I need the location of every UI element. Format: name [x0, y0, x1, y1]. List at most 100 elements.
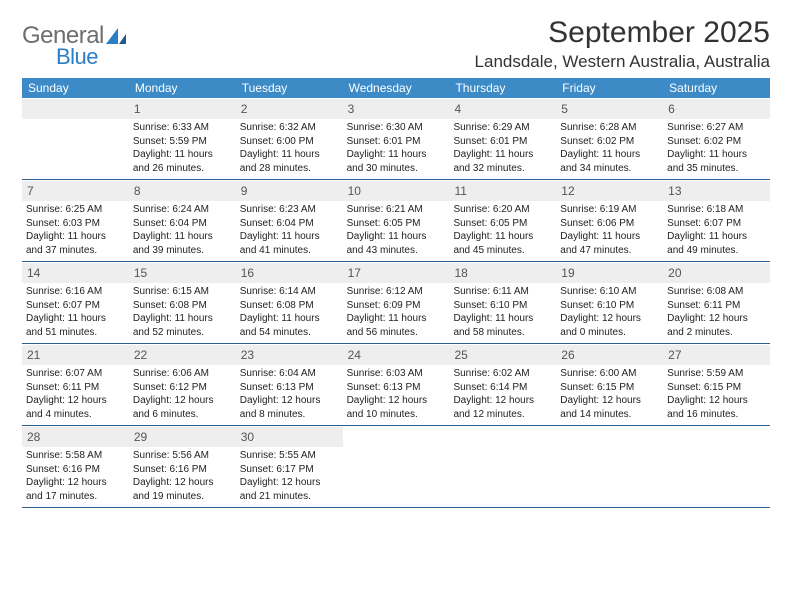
daylight-text: Daylight: 12 hours and 10 minutes.	[347, 394, 446, 421]
day-number: 10	[348, 184, 361, 198]
sunset-text: Sunset: 6:07 PM	[26, 299, 125, 313]
day-cell: 10Sunrise: 6:21 AMSunset: 6:05 PMDayligh…	[343, 180, 450, 261]
day-info: Sunrise: 6:12 AMSunset: 6:09 PMDaylight:…	[347, 285, 446, 339]
day-info: Sunrise: 6:00 AMSunset: 6:15 PMDaylight:…	[560, 367, 659, 421]
weekday-header: Tuesday	[236, 78, 343, 98]
daylight-text: Daylight: 12 hours and 21 minutes.	[240, 476, 339, 503]
day-number-row: 2	[236, 99, 343, 119]
day-number-row: 30	[236, 427, 343, 447]
day-info: Sunrise: 6:30 AMSunset: 6:01 PMDaylight:…	[347, 121, 446, 175]
sunrise-text: Sunrise: 5:55 AM	[240, 449, 339, 463]
day-info: Sunrise: 6:27 AMSunset: 6:02 PMDaylight:…	[667, 121, 766, 175]
day-info: Sunrise: 6:15 AMSunset: 6:08 PMDaylight:…	[133, 285, 232, 339]
location: Landsdale, Western Australia, Australia	[475, 52, 770, 72]
day-number: 27	[668, 348, 681, 362]
sunset-text: Sunset: 5:59 PM	[133, 135, 232, 149]
sunset-text: Sunset: 6:07 PM	[667, 217, 766, 231]
day-number: 17	[348, 266, 361, 280]
day-number: 3	[348, 102, 355, 116]
sunset-text: Sunset: 6:00 PM	[240, 135, 339, 149]
sunrise-text: Sunrise: 6:21 AM	[347, 203, 446, 217]
day-number: 25	[454, 348, 467, 362]
day-number: 19	[561, 266, 574, 280]
sunrise-text: Sunrise: 6:02 AM	[453, 367, 552, 381]
day-cell: 9Sunrise: 6:23 AMSunset: 6:04 PMDaylight…	[236, 180, 343, 261]
weekday-header: Sunday	[22, 78, 129, 98]
day-info: Sunrise: 6:14 AMSunset: 6:08 PMDaylight:…	[240, 285, 339, 339]
day-cell: 11Sunrise: 6:20 AMSunset: 6:05 PMDayligh…	[449, 180, 556, 261]
sunrise-text: Sunrise: 6:15 AM	[133, 285, 232, 299]
daylight-text: Daylight: 11 hours and 30 minutes.	[347, 148, 446, 175]
day-number: 8	[134, 184, 141, 198]
day-cell: 15 Sunrise: 6:15 AMSunset: 6:08 PMDayligh…	[129, 262, 236, 343]
sunset-text: Sunset: 6:11 PM	[667, 299, 766, 313]
day-info: Sunrise: 6:18 AMSunset: 6:07 PMDaylight:…	[667, 203, 766, 257]
day-cell	[556, 426, 663, 507]
weekday-header: Monday	[129, 78, 236, 98]
day-number-row: 3	[343, 99, 450, 119]
day-number-row: 25	[449, 345, 556, 365]
day-info: Sunrise: 6:19 AMSunset: 6:06 PMDaylight:…	[560, 203, 659, 257]
weekday-header: Friday	[556, 78, 663, 98]
day-cell: 22Sunrise: 6:06 AMSunset: 6:12 PMDayligh…	[129, 344, 236, 425]
logo: General Blue	[22, 16, 126, 70]
day-number-row: 20	[663, 263, 770, 283]
day-number: 1	[134, 102, 141, 116]
page-header: General Blue September 2025 Landsdale, W…	[22, 16, 770, 72]
daylight-text: Daylight: 12 hours and 4 minutes.	[26, 394, 125, 421]
daylight-text: Daylight: 11 hours and 28 minutes.	[240, 148, 339, 175]
day-cell	[663, 426, 770, 507]
sunrise-text: Sunrise: 6:08 AM	[667, 285, 766, 299]
daylight-text: Daylight: 12 hours and 0 minutes.	[560, 312, 659, 339]
day-cell: 29Sunrise: 5:56 AMSunset: 6:16 PMDayligh…	[129, 426, 236, 507]
day-number: 15	[134, 266, 147, 280]
day-number-row: 9	[236, 181, 343, 201]
day-number: 20	[668, 266, 681, 280]
day-number-row: 11	[449, 181, 556, 201]
sunrise-text: Sunrise: 5:59 AM	[667, 367, 766, 381]
sunset-text: Sunset: 6:15 PM	[667, 381, 766, 395]
sunset-text: Sunset: 6:14 PM	[453, 381, 552, 395]
day-info: Sunrise: 6:25 AMSunset: 6:03 PMDaylight:…	[26, 203, 125, 257]
day-info: Sunrise: 6:16 AMSunset: 6:07 PMDaylight:…	[26, 285, 125, 339]
day-cell: 17 Sunrise: 6:12 AMSunset: 6:09 PMDayligh…	[343, 262, 450, 343]
day-number: 30	[241, 430, 254, 444]
day-cell: 5Sunrise: 6:28 AMSunset: 6:02 PMDaylight…	[556, 98, 663, 179]
sunset-text: Sunset: 6:05 PM	[453, 217, 552, 231]
daylight-text: Daylight: 11 hours and 35 minutes.	[667, 148, 766, 175]
day-number-row: 16	[236, 263, 343, 283]
day-info: Sunrise: 5:58 AMSunset: 6:16 PMDaylight:…	[26, 449, 125, 503]
day-cell: 14Sunrise: 6:16 AMSunset: 6:07 PMDayligh…	[22, 262, 129, 343]
sunrise-text: Sunrise: 6:23 AM	[240, 203, 339, 217]
sunrise-text: Sunrise: 6:25 AM	[26, 203, 125, 217]
daylight-text: Daylight: 12 hours and 17 minutes.	[26, 476, 125, 503]
sunrise-text: Sunrise: 6:29 AM	[453, 121, 552, 135]
sunset-text: Sunset: 6:05 PM	[347, 217, 446, 231]
day-cell: 25Sunrise: 6:02 AMSunset: 6:14 PMDayligh…	[449, 344, 556, 425]
sunset-text: Sunset: 6:02 PM	[667, 135, 766, 149]
sunset-text: Sunset: 6:03 PM	[26, 217, 125, 231]
day-number-row: 4	[449, 99, 556, 119]
sunset-text: Sunset: 6:15 PM	[560, 381, 659, 395]
day-info: Sunrise: 5:55 AMSunset: 6:17 PMDaylight:…	[240, 449, 339, 503]
sunset-text: Sunset: 6:04 PM	[133, 217, 232, 231]
day-number-row: 8	[129, 181, 236, 201]
daylight-text: Daylight: 11 hours and 56 minutes.	[347, 312, 446, 339]
day-cell: 6Sunrise: 6:27 AMSunset: 6:02 PMDaylight…	[663, 98, 770, 179]
daylight-text: Daylight: 12 hours and 16 minutes.	[667, 394, 766, 421]
day-info: Sunrise: 6:28 AMSunset: 6:02 PMDaylight:…	[560, 121, 659, 175]
sunrise-text: Sunrise: 6:19 AM	[560, 203, 659, 217]
day-number: 29	[134, 430, 147, 444]
sunrise-text: Sunrise: 6:10 AM	[560, 285, 659, 299]
day-number-row: 13	[663, 181, 770, 201]
day-cell	[449, 426, 556, 507]
day-number-row: 24	[343, 345, 450, 365]
sunrise-text: Sunrise: 6:14 AM	[240, 285, 339, 299]
day-number-row: 5	[556, 99, 663, 119]
weekday-header: Wednesday	[343, 78, 450, 98]
sunrise-text: Sunrise: 6:18 AM	[667, 203, 766, 217]
day-number: 9	[241, 184, 248, 198]
day-info: Sunrise: 6:24 AMSunset: 6:04 PMDaylight:…	[133, 203, 232, 257]
day-number-row	[22, 99, 129, 119]
weekday-header: Thursday	[449, 78, 556, 98]
